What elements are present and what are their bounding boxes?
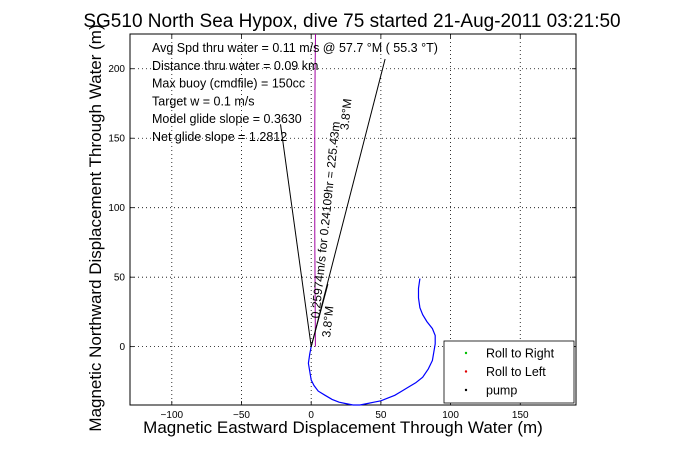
legend-label: Roll to Left — [486, 365, 546, 379]
legend-label: pump — [486, 384, 517, 398]
series-line-0 — [307, 278, 436, 406]
series-layer — [280, 33, 436, 406]
info-notes: Avg Spd thru water = 0.11 m/s @ 57.7 °M … — [152, 41, 438, 144]
x-axis-label: Magnetic Eastward Displacement Through W… — [143, 418, 543, 437]
legend-marker — [464, 351, 468, 355]
info-note: Max buoy (cmdfile) = 150cc — [152, 77, 305, 91]
legend-marker — [464, 388, 468, 392]
series-line-1 — [314, 33, 316, 347]
axis-ticks: −100 −50 0 50 100 150 0 50 100 150 200 — [108, 34, 576, 421]
heading-annotation: 3.8°M — [337, 98, 354, 131]
chart-title: SG510 North Sea Hypox, dive 75 started 2… — [83, 11, 620, 32]
y-tick-label: 150 — [108, 134, 125, 145]
series-line-4 — [310, 283, 329, 347]
info-note: Model glide slope = 0.3630 — [152, 112, 302, 126]
info-note: Target w = 0.1 m/s — [152, 94, 254, 108]
legend: Roll to Right Roll to Left pump — [443, 340, 575, 404]
y-tick-label: 50 — [114, 273, 126, 284]
series-line-3 — [280, 124, 312, 347]
info-note: Distance thru water = 0.09 km — [152, 59, 318, 73]
y-tick-label: 200 — [108, 64, 125, 75]
x-tick-label: −50 — [233, 410, 250, 421]
y-tick-label: 0 — [119, 342, 125, 353]
heading-annotation: 3.8°M — [319, 305, 336, 338]
y-axis-label: Magnetic Northward Displacement Through … — [86, 24, 105, 431]
info-note: Net glide slope = 1.2812 — [152, 130, 287, 144]
x-tick-label: 150 — [512, 410, 529, 421]
y-tick-label: 100 — [108, 203, 125, 214]
legend-marker — [464, 370, 468, 373]
info-note: Avg Spd thru water = 0.11 m/s @ 57.7 °M … — [152, 41, 438, 55]
x-tick-label: −100 — [161, 410, 184, 421]
x-tick-label: 50 — [375, 410, 387, 421]
x-tick-label: 100 — [442, 410, 459, 421]
x-tick-label: 0 — [308, 410, 314, 421]
legend-label: Roll to Right — [486, 347, 555, 361]
